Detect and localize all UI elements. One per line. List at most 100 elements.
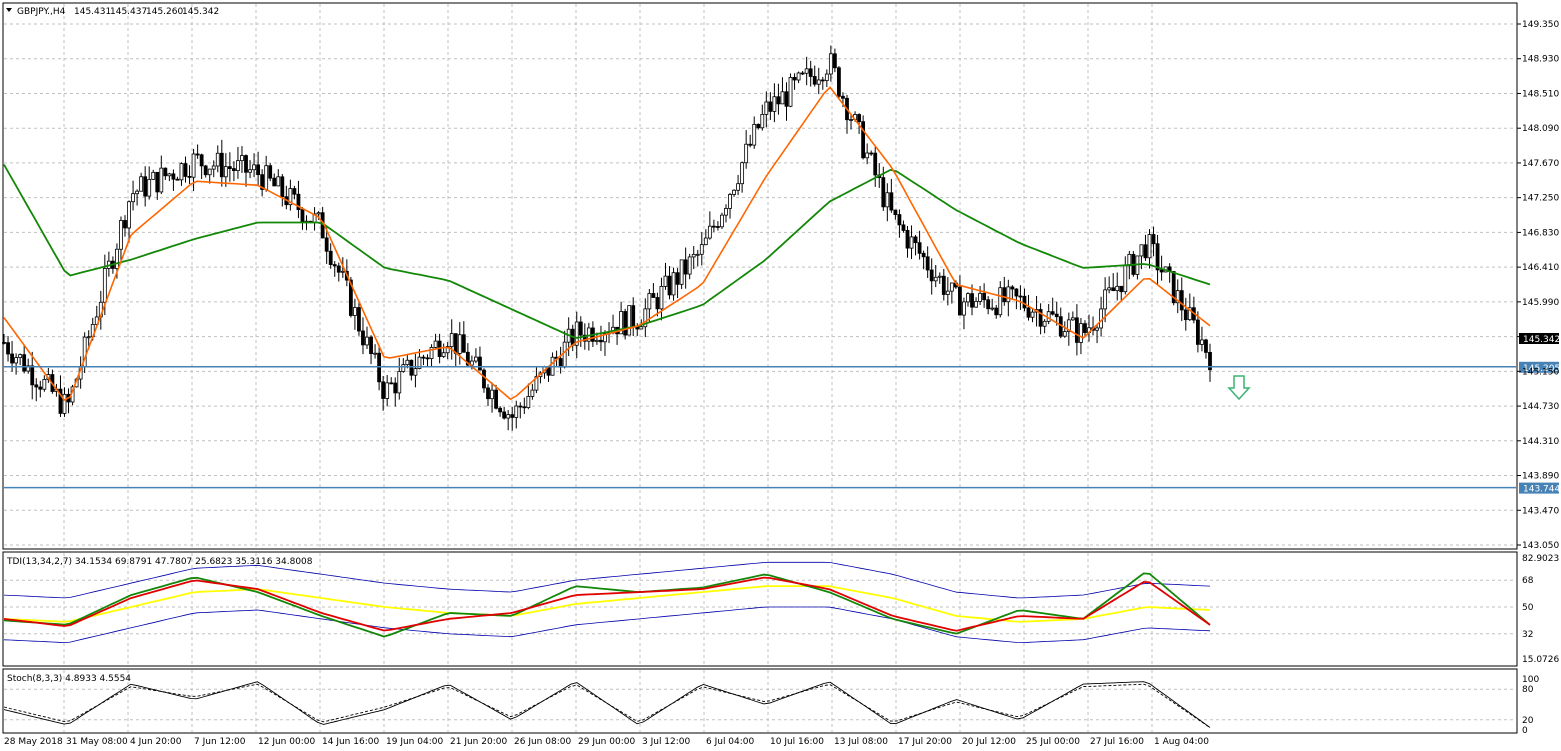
candle-body — [711, 225, 716, 228]
candle-body — [433, 340, 438, 348]
time-tick-label: 21 Jun 20:00 — [450, 737, 507, 747]
candle-body — [760, 113, 765, 129]
candle-body — [917, 242, 922, 254]
candle-body — [937, 275, 942, 278]
candle-body — [425, 357, 430, 360]
candle-body — [86, 336, 91, 339]
candle-body — [1050, 311, 1055, 315]
candle-body — [1046, 311, 1051, 322]
candle-body — [962, 301, 966, 316]
candle-body — [119, 220, 123, 250]
price-tick-label: 147.670 — [1522, 159, 1559, 169]
price-tick-label: 145.150 — [1522, 367, 1559, 377]
candle-body — [1171, 271, 1176, 304]
moving-averages — [3, 86, 1211, 402]
candle-body — [792, 77, 797, 81]
candle-body — [530, 389, 535, 397]
candle-body — [26, 365, 31, 372]
candle-body — [841, 95, 845, 99]
candle-body — [413, 368, 418, 376]
candle-body — [562, 341, 567, 368]
candle-body — [582, 334, 587, 342]
candle-body — [155, 171, 160, 193]
candle-body — [679, 259, 684, 285]
candle-body — [276, 176, 281, 187]
candle-body — [215, 152, 220, 167]
candle-body — [966, 293, 970, 303]
candle-body — [465, 351, 470, 366]
candle-body — [1195, 319, 1200, 345]
candle-body — [986, 299, 991, 310]
current-price-label: 145.342 — [1523, 335, 1560, 345]
candle-body — [1062, 331, 1067, 337]
candle-body — [1083, 323, 1087, 333]
candle-body — [207, 168, 212, 176]
candle-body — [10, 353, 14, 364]
tdi-lower-band — [3, 606, 1211, 644]
candle-body — [970, 293, 974, 308]
candle-body — [659, 286, 664, 310]
stoch-tick-label: 20 — [1522, 716, 1534, 726]
candle-body — [857, 114, 861, 123]
candle-body — [663, 275, 668, 287]
candle-body — [837, 67, 841, 97]
candle-body — [824, 73, 829, 81]
dropdown-icon[interactable] — [6, 8, 12, 12]
current-price-marker: 145.342 — [1519, 333, 1560, 345]
candle-body — [223, 166, 228, 178]
price-tick-label: 146.830 — [1522, 228, 1559, 238]
candle-body — [510, 414, 515, 418]
candle-body — [873, 152, 878, 176]
candle-body — [401, 364, 406, 372]
time-tick-label: 10 Jul 16:00 — [770, 737, 824, 747]
candle-body — [151, 171, 156, 180]
candle-body — [292, 188, 297, 195]
candle-body — [159, 167, 164, 193]
stoch-main-line — [3, 681, 1211, 728]
candle-body — [409, 359, 414, 376]
candle-body — [139, 176, 144, 192]
ohlc-close: 145.342 — [182, 7, 219, 17]
ohlc-high: 145.437 — [110, 7, 147, 17]
candle-body — [651, 293, 656, 298]
candle-body — [135, 190, 140, 195]
candle-body — [62, 393, 67, 414]
candle-body — [849, 119, 853, 121]
candle-body — [1042, 320, 1047, 327]
candle-body — [1070, 317, 1075, 321]
price-tick-label: 148.510 — [1522, 89, 1559, 99]
candle-body — [244, 155, 248, 173]
candle-body — [268, 165, 273, 179]
candle-body — [691, 253, 696, 258]
candle-body — [1030, 311, 1035, 318]
candle-body — [812, 76, 817, 85]
candle-body — [38, 386, 43, 390]
candle-body — [18, 354, 23, 358]
candle-body — [897, 214, 902, 226]
tdi-tick-label: 32 — [1522, 630, 1533, 640]
candle-body — [227, 166, 232, 169]
down-arrow-icon[interactable] — [1227, 375, 1251, 401]
candle-body — [167, 173, 172, 177]
time-tick-label: 12 Jun 00:00 — [258, 737, 315, 747]
horizontal-lines[interactable]: 145.205 143.744 — [4, 361, 1560, 495]
candle-body — [393, 382, 398, 394]
candle-body — [893, 209, 898, 215]
candle-body — [232, 168, 236, 172]
candle-body — [881, 177, 886, 208]
candle-body — [1155, 243, 1160, 271]
candle-body — [490, 389, 494, 400]
candle-body — [772, 96, 777, 112]
candle-body — [385, 382, 390, 399]
tdi-tick-label: 50 — [1522, 603, 1534, 613]
stoch-tick-label: 0 — [1522, 726, 1528, 736]
candle-body — [982, 292, 987, 301]
candle-body — [260, 174, 265, 190]
ohlc-open: 145.431 — [74, 7, 111, 17]
tdi-upper-band — [3, 561, 1211, 599]
candle-body — [804, 68, 809, 74]
candle-body — [219, 152, 224, 178]
